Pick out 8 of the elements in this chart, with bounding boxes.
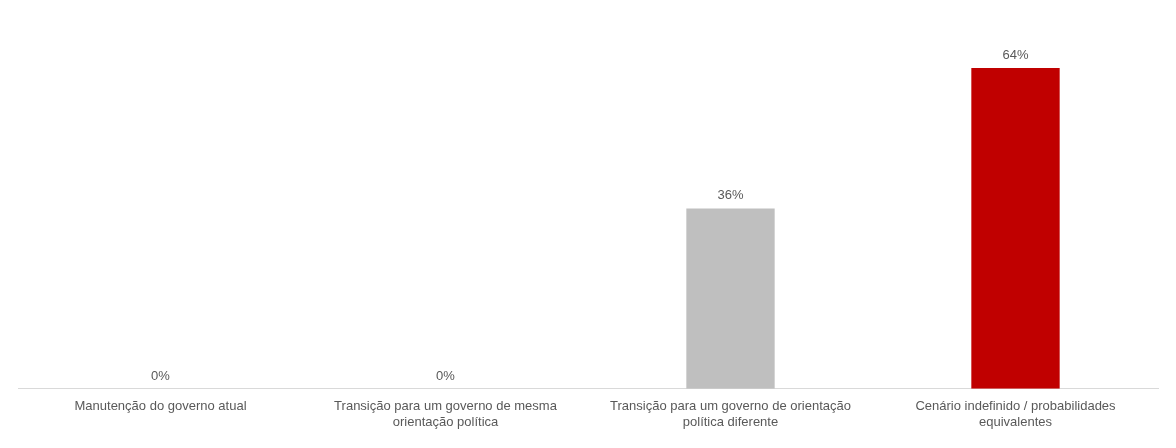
data-label: 0% bbox=[151, 367, 171, 383]
data-label: 36% bbox=[717, 187, 744, 203]
data-label: 64% bbox=[1002, 47, 1029, 63]
x-tick-label: Cenário indefinido / probabilidades equivalentes bbox=[915, 398, 1117, 429]
x-tick-label: Transição para um governo de mesma orientação política bbox=[334, 398, 558, 429]
x-tick-label: Transição para um governo de orientação política diferente bbox=[610, 398, 851, 429]
x-tick-label: Manutenção do governo atual bbox=[74, 398, 247, 414]
data-label: 0% bbox=[436, 367, 456, 383]
